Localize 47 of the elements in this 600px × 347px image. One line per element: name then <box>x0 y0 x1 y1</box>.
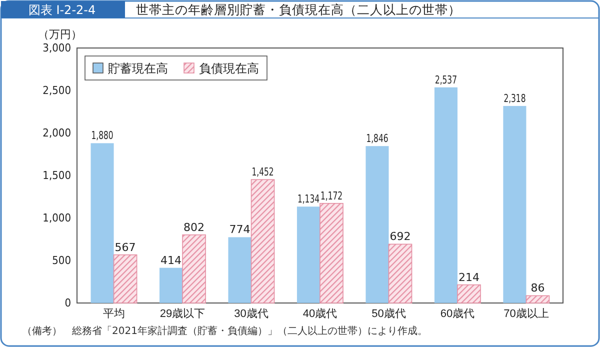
data-label: 414 <box>160 254 182 267</box>
data-label: 802 <box>184 220 205 234</box>
y-tick-label: 3,000 <box>42 42 71 55</box>
chart-subtitle: 図表 I-2-2-4 <box>28 3 96 17</box>
y-tick-label: 2,000 <box>42 126 71 140</box>
data-label: 692 <box>390 230 411 244</box>
bar <box>503 106 526 303</box>
bar <box>366 146 389 303</box>
y-tick-label: 1,000 <box>42 212 71 225</box>
data-label: 86 <box>530 282 545 295</box>
x-tick-label: 40歳代 <box>302 306 338 320</box>
y-tick-label: 1,500 <box>42 169 71 182</box>
bar <box>182 234 206 304</box>
x-tick-label: 60歳代 <box>440 306 475 320</box>
bar <box>388 244 412 304</box>
y-tick-label: 2,500 <box>42 84 71 98</box>
x-tick-label: 平均 <box>102 308 125 320</box>
bar <box>320 202 344 304</box>
data-label: 1,880 <box>91 129 123 142</box>
bar <box>250 179 275 304</box>
chart-title: 世帯主の年齢層別貯蓄・負債現在高（二人以上の世帯） <box>136 2 461 17</box>
bar <box>228 237 252 303</box>
bar <box>434 87 458 303</box>
data-label: 567 <box>114 240 136 254</box>
y-tick-label: 500 <box>52 254 71 268</box>
data-label: 1,172 <box>320 189 352 202</box>
y-tick-label: 0 <box>64 296 71 310</box>
data-label: 1,452 <box>252 166 284 179</box>
bar <box>457 284 481 304</box>
x-tick-label: 30歳代 <box>234 306 268 320</box>
bar <box>296 206 320 303</box>
data-label: 2,537 <box>434 73 466 86</box>
data-label: 774 <box>229 223 250 236</box>
legend-label: 貯蓄現在高 <box>108 62 168 76</box>
bar <box>90 143 114 303</box>
bar <box>159 268 183 303</box>
x-tick-label: 50歳代 <box>372 306 406 320</box>
y-axis-title: （万円） <box>38 28 82 41</box>
data-label: 1,846 <box>366 132 398 146</box>
data-label: 214 <box>458 270 480 284</box>
bar <box>526 295 550 304</box>
x-tick-label: 29歳以下 <box>160 306 206 320</box>
x-tick-label: 70歳以上 <box>504 306 549 320</box>
legend-label: 負債現在高 <box>199 62 259 76</box>
data-label: 2,318 <box>504 92 536 105</box>
text: （備考） 総務省「2021年家計調査（貯蓄・負債編）」（二人以上の世帯）により作成。 <box>22 325 428 337</box>
bar <box>113 254 138 304</box>
